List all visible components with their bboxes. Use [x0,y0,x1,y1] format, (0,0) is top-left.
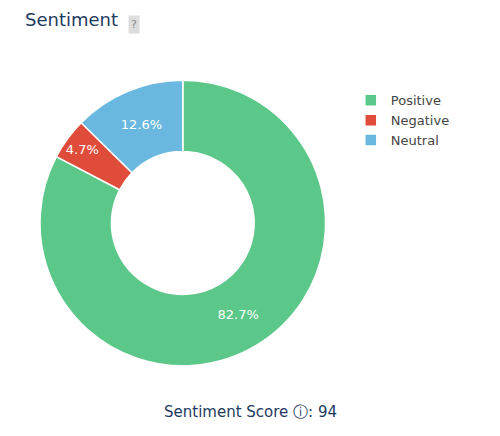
svg-text:Sentiment: Sentiment [25,9,118,30]
svg-text:Positive: Positive [391,93,441,108]
svg-text:?: ? [131,18,137,31]
svg-text:Negative: Negative [391,113,449,128]
svg-text:Sentiment Score ⓘ: 94: Sentiment Score ⓘ: 94 [164,403,337,421]
svg-text:82.7%: 82.7% [218,307,259,322]
svg-text:12.6%: 12.6% [121,117,162,132]
svg-text:Neutral: Neutral [391,133,439,148]
svg-text:4.7%: 4.7% [66,142,99,157]
